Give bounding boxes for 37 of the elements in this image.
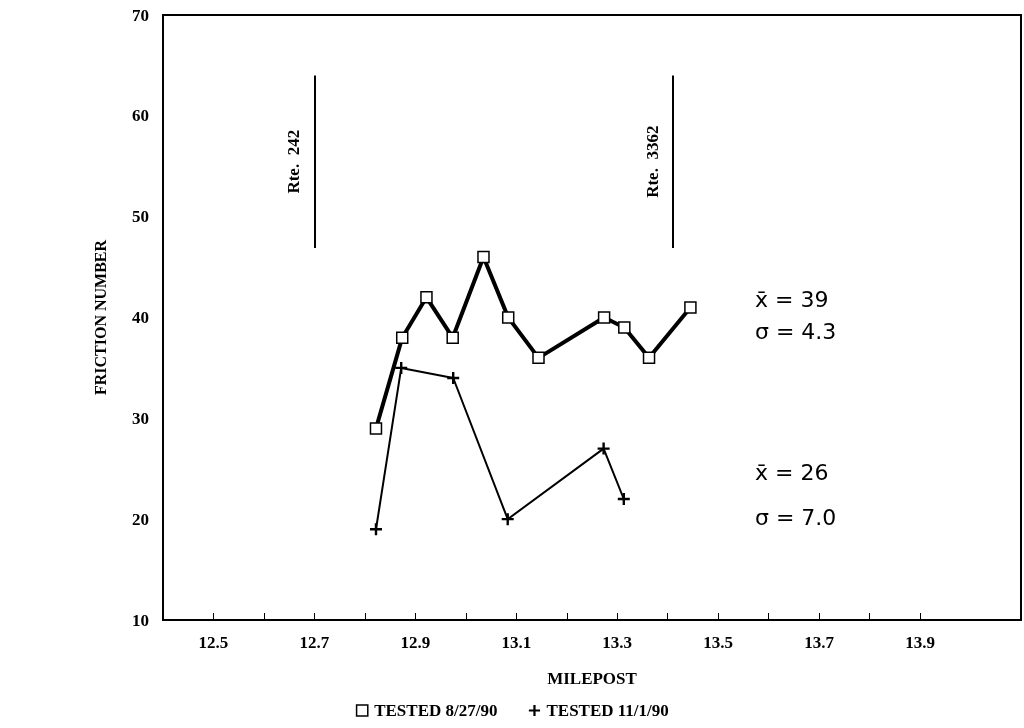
point — [532, 351, 545, 365]
point — [618, 321, 631, 334]
x-tick-label: 13.9 — [905, 633, 935, 652]
point — [501, 311, 515, 324]
y-tick-label: 70 — [132, 5, 149, 25]
x-tick-label: 12.7 — [299, 633, 330, 652]
annotation: x̄ = 39 — [755, 286, 829, 312]
point — [684, 301, 697, 314]
point — [446, 331, 459, 344]
annotation: σ = 4.3 — [755, 318, 837, 344]
y-tick-label: 50 — [132, 207, 149, 227]
legend-label: TESTED 8/27/90 — [374, 701, 498, 720]
y-axis-title: FRICTION NUMBER — [91, 239, 109, 396]
point — [597, 442, 610, 455]
point — [477, 250, 490, 264]
y-tick-label: 20 — [132, 509, 149, 529]
point — [369, 422, 383, 435]
y-tick-label: 30 — [132, 408, 149, 428]
annotation: x̄ = 26 — [755, 459, 829, 485]
x-tick-label: 13.7 — [804, 633, 835, 652]
point — [395, 331, 409, 344]
annotation: σ = 7.0 — [755, 504, 837, 530]
y-tick-label: 60 — [132, 106, 149, 126]
x-tick-label: 13.3 — [602, 633, 633, 652]
y-tick-label: 10 — [132, 610, 149, 630]
ref-line-label: Rte. 242 — [284, 129, 304, 194]
ref-line-label: Rte. 3362 — [642, 125, 662, 198]
x-tick-label: 12.5 — [198, 633, 229, 652]
y-tick-label: 40 — [132, 308, 149, 327]
point — [597, 311, 611, 324]
point — [642, 351, 656, 365]
x-tick-label: 12.9 — [400, 633, 431, 652]
point — [420, 291, 433, 304]
x-tick-label: 13.5 — [703, 633, 734, 652]
x-tick-label: 13.1 — [501, 633, 532, 652]
legend-label: TESTED 11/1/90 — [546, 701, 669, 720]
x-axis-title: MILEPOST — [547, 669, 638, 688]
